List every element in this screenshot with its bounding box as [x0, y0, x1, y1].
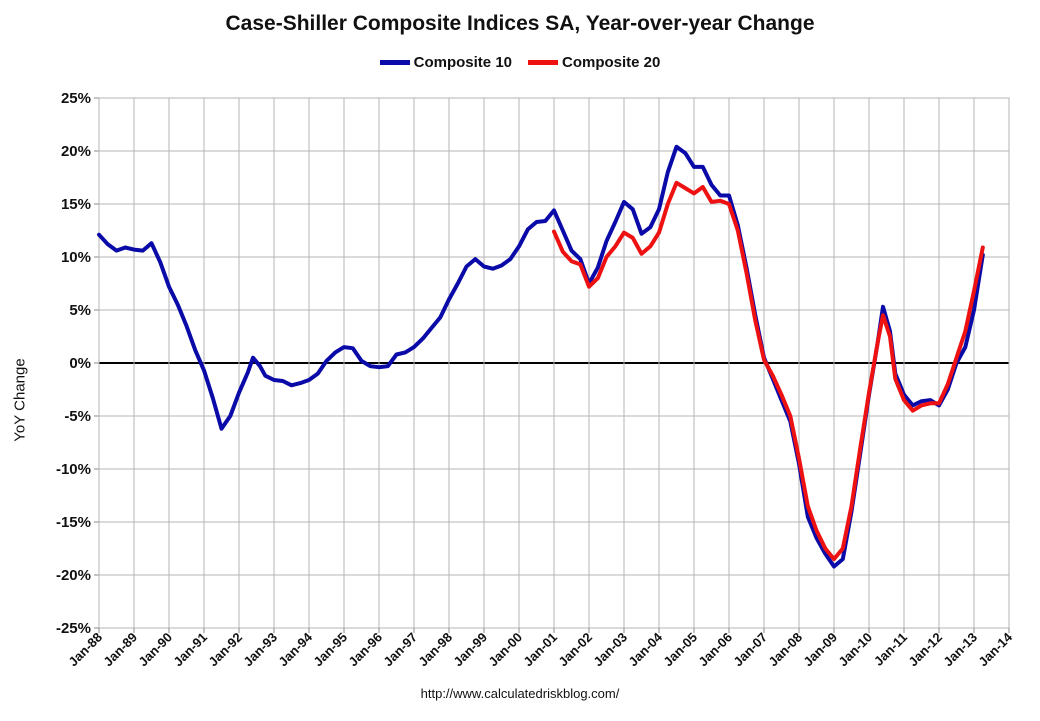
series-line-composite-20: [552, 180, 985, 562]
x-tick-label: Jan-02: [555, 630, 595, 670]
x-tick-label: Jan-00: [485, 630, 525, 670]
legend: Composite 10 Composite 20: [0, 54, 1040, 71]
x-tick-label: Jan-06: [695, 630, 735, 670]
x-tick-label: Jan-90: [135, 630, 175, 670]
y-tick-label: 15%: [61, 196, 91, 213]
x-tick-label: Jan-93: [240, 630, 280, 670]
y-axis-label-text: YoY Change: [11, 358, 29, 442]
y-tick-label: 25%: [61, 90, 91, 107]
y-tick-label: -5%: [64, 408, 91, 425]
x-tick-label: Jan-01: [520, 630, 560, 670]
x-tick-label: Jan-13: [940, 630, 980, 670]
y-tick-label: -25%: [56, 620, 91, 637]
source-credit: http://www.calculatedriskblog.com/: [420, 686, 620, 701]
x-tick-label: Jan-89: [100, 630, 140, 670]
x-tick-label: Jan-92: [205, 630, 245, 670]
chart-title: Case-Shiller Composite Indices SA, Year-…: [225, 12, 815, 35]
x-tick-label: Jan-05: [660, 630, 700, 670]
x-tick-label: Jan-10: [835, 630, 875, 670]
y-tick-label: -15%: [56, 514, 91, 531]
x-tick-label: Jan-12: [905, 630, 945, 670]
y-tick-label: -10%: [56, 461, 91, 478]
x-tick-label: Jan-95: [310, 630, 350, 670]
series-line-composite-10: [97, 144, 985, 569]
x-tick-label: Jan-14: [975, 629, 1015, 669]
legend-label-composite-20: Composite 20: [562, 54, 661, 71]
x-tick-label: Jan-99: [450, 630, 490, 670]
legend-label-composite-10: Composite 10: [413, 54, 512, 71]
legend-entry-composite-10: Composite 10: [379, 54, 512, 71]
x-tick-label: Jan-91: [170, 630, 210, 670]
x-tick-label: Jan-09: [800, 630, 840, 670]
y-tick-label: -20%: [56, 567, 91, 584]
x-tick-label: Jan-96: [345, 630, 385, 670]
x-tick-label: Jan-03: [590, 630, 630, 670]
y-tick-label: 0%: [69, 355, 91, 372]
y-tick-label: 5%: [69, 302, 91, 319]
y-tick-label: 20%: [61, 143, 91, 160]
legend-entry-composite-20: Composite 20: [528, 54, 660, 71]
legend-swatch-composite-20: [528, 60, 558, 65]
x-tick-label: Jan-94: [275, 629, 315, 669]
x-tick-label: Jan-98: [415, 630, 455, 670]
x-tick-label: Jan-97: [380, 630, 420, 670]
x-tick-label: Jan-08: [765, 630, 805, 670]
y-tick-label: 10%: [61, 249, 91, 266]
x-tick-label: Jan-07: [730, 630, 770, 670]
x-tick-label: Jan-04: [625, 629, 665, 669]
legend-swatch-composite-10: [379, 60, 410, 65]
x-tick-label: Jan-11: [871, 630, 910, 669]
